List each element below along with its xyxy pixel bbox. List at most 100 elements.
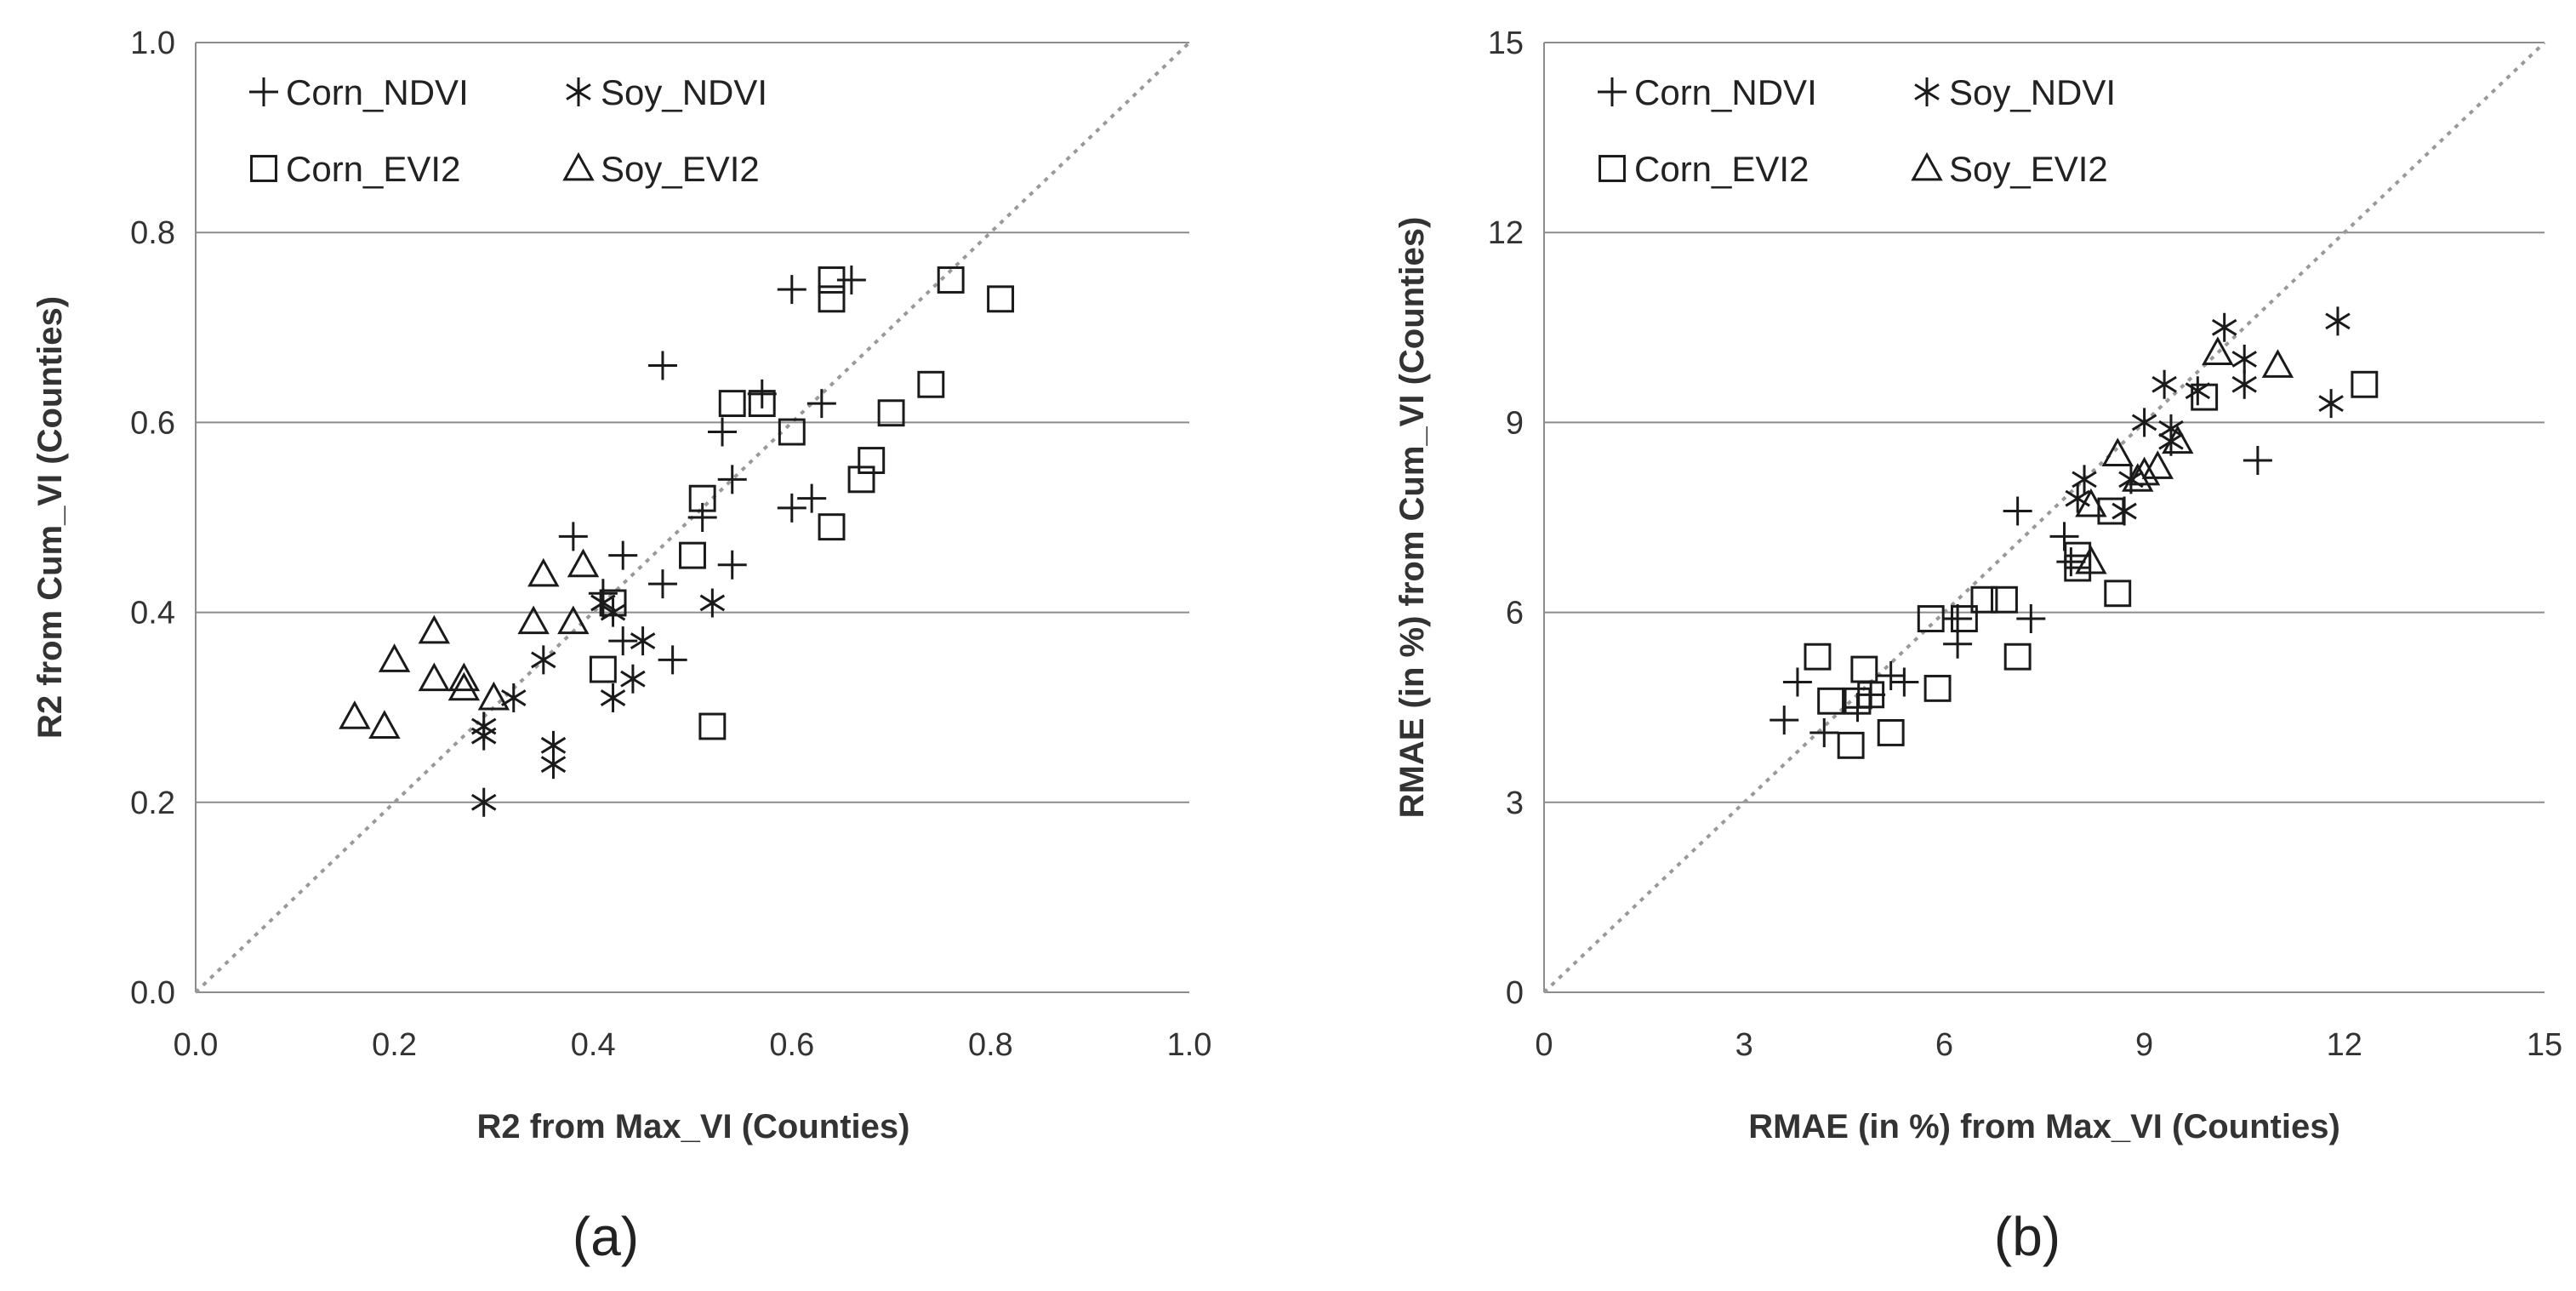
point-soy-ndvi xyxy=(2325,306,2351,336)
point-corn-evi2 xyxy=(599,589,627,617)
point-soy-evi2 xyxy=(2075,545,2107,574)
x-tick-label: 3 xyxy=(1735,1027,1753,1063)
point-corn-ndvi xyxy=(647,351,677,380)
point-corn-ndvi xyxy=(2243,446,2272,476)
y-ticks-a: 0.0 0.2 0.4 0.6 0.8 1.0 xyxy=(130,26,175,1011)
point-soy-ndvi xyxy=(531,645,556,675)
chart-panel-a: 0.0 0.2 0.4 0.6 0.8 1.0 0.0 0.2 0.4 0.6 0.8 1.0 R2… xyxy=(31,26,1211,1267)
point-corn-evi2 xyxy=(858,447,886,474)
legend-label-corn-evi2: Corn_EVI2 xyxy=(1634,149,1809,189)
point-corn-ndvi xyxy=(2016,604,2046,634)
point-corn-ndvi xyxy=(806,389,836,419)
point-soy-evi2 xyxy=(418,614,451,644)
legend-marker-corn-evi2 xyxy=(1599,155,1626,182)
point-soy-evi2 xyxy=(368,710,401,739)
y-tick-label: 3 xyxy=(1506,785,1524,821)
point-soy-evi2 xyxy=(2122,463,2154,492)
point-soy-evi2 xyxy=(557,605,590,635)
x-tick-label: 15 xyxy=(2527,1027,2562,1063)
x-tick-label: 0.6 xyxy=(769,1027,814,1063)
point-corn-evi2 xyxy=(1950,605,1978,632)
point-soy-evi2 xyxy=(2261,349,2294,378)
y-ticks-b: 0 3 6 9 12 15 xyxy=(1488,26,1524,1011)
point-soy-evi2 xyxy=(339,700,371,729)
point-soy-evi2 xyxy=(2141,450,2174,479)
point-soy-ndvi xyxy=(699,588,726,618)
y-axis-label-a: R2 from Cum_VI (Counties) xyxy=(31,296,69,739)
y-tick-label: 1.0 xyxy=(130,26,175,61)
data-points-b xyxy=(1770,306,2379,759)
panel-label-a: (a) xyxy=(573,1206,639,1267)
point-soy-evi2 xyxy=(2128,456,2161,486)
point-corn-ndvi xyxy=(2056,547,2086,577)
point-corn-ndvi xyxy=(1770,705,1799,735)
y-tick-label: 6 xyxy=(1506,596,1524,631)
point-soy-ndvi xyxy=(470,721,497,751)
point-corn-evi2 xyxy=(1917,605,1945,632)
legend-marker-soy-evi2 xyxy=(562,151,595,181)
legend-label-corn-ndvi: Corn_NDVI xyxy=(1634,72,1817,112)
x-tick-label: 0.8 xyxy=(968,1027,1013,1063)
legend-marker-corn-evi2 xyxy=(250,155,277,182)
legend-label-soy-ndvi: Soy_NDVI xyxy=(1949,72,2116,112)
point-corn-evi2 xyxy=(987,285,1015,313)
point-corn-evi2 xyxy=(698,712,727,740)
point-corn-evi2 xyxy=(2191,383,2219,411)
panel-label-b: (b) xyxy=(1994,1206,2060,1267)
point-soy-ndvi xyxy=(501,683,527,713)
legend-marker-soy-ndvi xyxy=(566,77,591,106)
point-corn-evi2 xyxy=(917,370,945,398)
point-soy-evi2 xyxy=(527,557,560,587)
point-corn-evi2 xyxy=(2097,497,2125,525)
x-tick-label: 1.0 xyxy=(1167,1027,1212,1063)
y-tick-label: 9 xyxy=(1506,405,1524,441)
x-axis-label-b: RMAE (in %) from Max_VI (Counties) xyxy=(1748,1108,2340,1145)
point-corn-evi2 xyxy=(1850,655,1878,683)
point-soy-evi2 xyxy=(567,548,600,578)
point-soy-evi2 xyxy=(2075,488,2107,517)
point-corn-evi2 xyxy=(2104,580,2132,608)
point-corn-ndvi xyxy=(777,493,806,523)
point-corn-evi2 xyxy=(778,418,806,446)
point-corn-ndvi xyxy=(777,275,806,305)
point-corn-evi2 xyxy=(818,285,846,313)
x-tick-label: 0.0 xyxy=(174,1027,219,1063)
point-corn-evi2 xyxy=(718,390,746,418)
legend-marker-soy-ndvi xyxy=(1914,77,1940,106)
y-tick-label: 12 xyxy=(1488,215,1524,251)
point-soy-evi2 xyxy=(418,662,451,692)
legend-marker-corn-ndvi xyxy=(249,77,278,106)
y-axis-label-b: RMAE (in %) from Cum_VI (Counties) xyxy=(1393,217,1431,819)
point-corn-ndvi xyxy=(717,550,747,580)
point-soy-ndvi xyxy=(2231,345,2257,374)
point-soy-ndvi xyxy=(600,597,626,627)
point-corn-evi2 xyxy=(1923,674,1952,702)
point-corn-ndvi xyxy=(1876,661,1906,690)
point-corn-ndvi xyxy=(687,503,717,532)
point-soy-evi2 xyxy=(447,662,481,692)
point-corn-ndvi xyxy=(647,569,677,599)
point-corn-evi2 xyxy=(877,399,905,427)
chart-panel-b: 0 3 6 9 12 15 0 3 6 9 12 15 RMAE (in %) from Max_V… xyxy=(1393,26,2562,1267)
point-corn-evi2 xyxy=(1837,731,1865,759)
point-corn-ndvi xyxy=(1809,717,1839,747)
point-corn-evi2 xyxy=(818,266,846,294)
point-corn-evi2 xyxy=(1991,586,2018,614)
point-corn-evi2 xyxy=(748,390,776,418)
point-corn-evi2 xyxy=(1877,719,1905,746)
point-corn-ndvi xyxy=(608,540,638,570)
point-corn-ndvi xyxy=(658,645,687,675)
legend-label-soy-evi2: Soy_EVI2 xyxy=(601,149,760,189)
legend-label-soy-evi2: Soy_EVI2 xyxy=(1949,149,2108,189)
point-soy-ndvi xyxy=(600,683,626,713)
point-corn-evi2 xyxy=(2003,643,2032,671)
x-tick-label: 9 xyxy=(2135,1027,2153,1063)
x-tick-label: 12 xyxy=(2327,1027,2362,1063)
point-corn-ndvi xyxy=(708,417,738,447)
point-corn-evi2 xyxy=(847,466,875,494)
point-corn-evi2 xyxy=(688,484,716,512)
gridlines-b xyxy=(1543,42,2545,993)
legend-b: Corn_NDVI Soy_NDVI Corn_EVI2 Soy_EVI2 xyxy=(1598,72,2116,189)
point-corn-evi2 xyxy=(1817,687,1845,715)
x-tick-label: 6 xyxy=(1935,1027,1953,1063)
